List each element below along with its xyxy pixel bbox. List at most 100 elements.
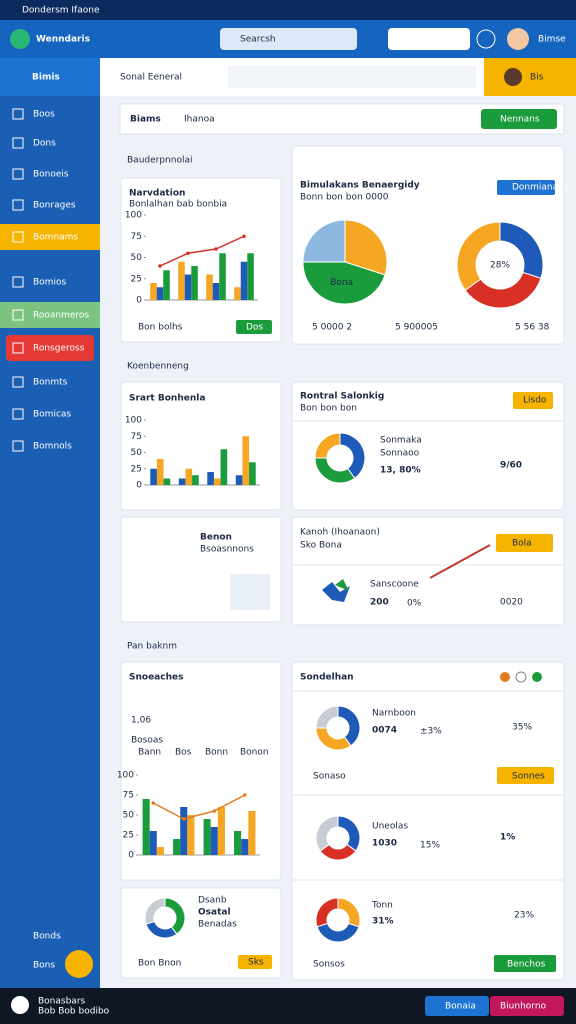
bar (191, 266, 198, 300)
bar (163, 478, 171, 485)
kpi-stat: 23% (514, 911, 534, 921)
donut-slice (315, 705, 339, 729)
card-footer: Bon Bnon (138, 959, 181, 969)
card-button[interactable] (496, 534, 553, 552)
line-point (242, 793, 247, 797)
card-button[interactable] (497, 767, 554, 784)
y-tick-label: 100 (125, 416, 142, 426)
bar (234, 831, 242, 855)
nav-button[interactable] (490, 996, 564, 1016)
top-user: Bis (530, 73, 544, 83)
section-title: Pan baknm (127, 642, 177, 652)
nav-subtitle: Bob Bob bodibo (38, 1007, 110, 1017)
dot[interactable] (515, 671, 527, 683)
card-footer: Bon bolhs (138, 323, 183, 333)
card-subtitle: Sko Bona (300, 541, 342, 551)
label: Sonmaka (380, 436, 422, 446)
bar (180, 807, 188, 855)
bar (185, 468, 193, 485)
sidebar-item: Bomios (33, 278, 66, 288)
top-search[interactable] (228, 66, 476, 88)
sidebar-item-bg[interactable] (6, 335, 94, 361)
label: Narnboon (372, 709, 416, 719)
arrow (429, 544, 491, 579)
dot[interactable] (532, 672, 542, 682)
tab[interactable]: Biams (130, 115, 161, 125)
card-subtitle: Bonlalhan bab bonbia (129, 200, 227, 210)
card-button[interactable] (494, 955, 556, 972)
tab[interactable]: Ihanoa (184, 115, 215, 125)
app-title: Wenndaris (36, 35, 90, 45)
line (159, 235, 245, 267)
bar (220, 449, 228, 485)
icon[interactable] (476, 29, 496, 49)
sidebar-icon (12, 309, 24, 321)
line-point (214, 247, 218, 251)
bar (184, 274, 192, 300)
sidebar-icon (12, 276, 24, 288)
card-button[interactable] (497, 180, 555, 195)
sidebar-item-bg[interactable] (0, 302, 100, 328)
line-point (181, 817, 186, 821)
nav-button[interactable] (425, 996, 489, 1016)
card-title: Bimulakans Benaergidy (300, 181, 420, 191)
card-button-label: Sks (248, 958, 264, 968)
y-tick-label: 100 (125, 211, 142, 221)
bar (187, 815, 195, 855)
card (291, 381, 565, 511)
sidebar (0, 58, 100, 988)
avatar[interactable] (507, 28, 529, 50)
bar (142, 799, 150, 855)
bar (149, 831, 157, 855)
line-point (242, 234, 246, 239)
bar (173, 839, 181, 855)
sidebar-item: Rooanmeros (33, 311, 89, 321)
donut-slice (314, 432, 341, 459)
pie-slice (302, 219, 346, 263)
bar (156, 287, 164, 300)
dot[interactable] (500, 672, 510, 682)
sidebar-item: Ronsgeross (33, 344, 85, 354)
kpi-value: Osatal (198, 908, 231, 918)
sidebar-icon (12, 137, 24, 149)
y-tick-label: 50 (131, 253, 143, 263)
sidebar-title: Bimis (32, 73, 60, 83)
kpi-value: 1,06 (131, 716, 151, 726)
legend-item: 5 900005 (395, 323, 438, 333)
donut-slice (315, 897, 339, 928)
y-tick-label: 25 (123, 831, 134, 841)
donut-slice (144, 897, 166, 925)
bar (248, 811, 256, 855)
card-title: Srart Bonhenla (129, 394, 205, 404)
bar (210, 827, 218, 855)
top-avatar[interactable] (504, 68, 522, 86)
card-subtitle: Benadas (198, 920, 237, 930)
pie-slice (344, 219, 388, 276)
fab[interactable] (65, 950, 93, 978)
card-subtitle: Bsoasnnons (200, 545, 254, 555)
y-tick-label: 0 (136, 296, 142, 306)
line-point (186, 251, 190, 256)
top-title: Sonal Eeneral (120, 73, 182, 83)
y-tick-label: 0 (128, 851, 134, 861)
y-tick-label: 75 (131, 232, 142, 242)
bar (207, 472, 214, 485)
card-button[interactable] (238, 955, 272, 969)
y-tick-label: 25 (131, 464, 142, 474)
search-field[interactable] (388, 28, 470, 50)
logo (10, 29, 30, 49)
kpi-value: 0074 (372, 726, 397, 736)
legend-item: Bos (175, 748, 192, 758)
legend-item: Bann (138, 748, 161, 758)
card-button-label: Donmianans (512, 183, 569, 193)
icon (335, 579, 349, 591)
y-tick-label: 50 (123, 811, 135, 821)
kpi-value: 31% (372, 917, 394, 927)
tab-button[interactable] (481, 109, 557, 129)
card-button[interactable] (513, 392, 553, 409)
search-box[interactable] (220, 28, 357, 50)
card-button[interactable] (236, 320, 272, 334)
line (152, 794, 246, 820)
kpi-value: 13, 80% (380, 466, 421, 476)
sidebar-item-bg[interactable] (0, 224, 100, 250)
